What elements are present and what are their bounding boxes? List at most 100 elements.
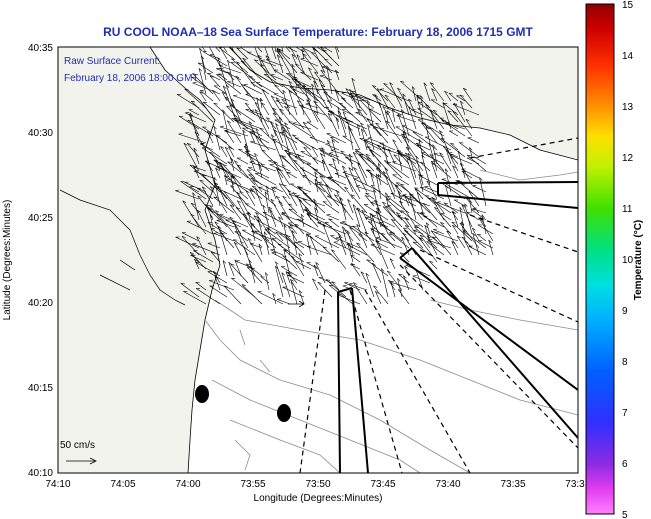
current-vector-head — [213, 232, 218, 234]
current-vector — [419, 174, 438, 186]
current-vector-head — [414, 187, 419, 189]
current-vector — [302, 175, 326, 193]
current-vector-head — [190, 214, 195, 217]
current-vector-head — [340, 150, 345, 153]
current-vector — [236, 157, 249, 165]
current-vector — [290, 255, 305, 277]
current-vector — [424, 186, 438, 193]
current-vector — [432, 236, 445, 249]
current-vector-head — [375, 210, 380, 215]
current-vector-head — [257, 54, 262, 58]
current-vector-head — [344, 186, 349, 190]
current-vector-head — [189, 164, 194, 167]
current-vector — [292, 134, 312, 151]
current-vector-head — [206, 205, 210, 209]
current-vector — [276, 299, 291, 305]
current-vector — [407, 153, 417, 179]
current-vector — [422, 202, 438, 221]
current-vector-head — [279, 155, 284, 157]
current-vector — [423, 82, 431, 102]
current-vector — [291, 230, 298, 256]
radar-beams — [337, 181, 578, 473]
colorbar-tick-label: 11 — [622, 204, 633, 215]
current-vector-head — [345, 174, 349, 177]
current-vector — [345, 88, 354, 102]
current-vector — [430, 99, 445, 109]
current-vector — [461, 204, 473, 228]
land-mass-west — [58, 47, 221, 473]
current-vector-head — [202, 174, 207, 177]
current-vector — [190, 100, 214, 123]
current-vector — [391, 108, 396, 123]
x-axis-label: Longitude (Degrees:Minutes) — [254, 493, 383, 504]
current-vector-head — [221, 91, 226, 95]
current-vector-head — [254, 102, 259, 105]
current-vector-head — [450, 156, 455, 160]
current-vector — [281, 84, 305, 102]
current-vector-head — [222, 164, 227, 167]
current-vector-head — [249, 161, 254, 163]
current-vector-head — [335, 117, 340, 121]
current-vector-head — [272, 293, 276, 297]
scale-label: 50 cm/s — [60, 440, 95, 451]
current-vector-head — [342, 165, 346, 169]
current-vector-head — [284, 106, 289, 109]
current-vector — [195, 282, 207, 291]
current-vector — [319, 150, 333, 158]
current-vector — [288, 121, 312, 137]
current-vector — [239, 191, 249, 200]
current-vector — [464, 240, 473, 256]
current-vector-head — [386, 205, 391, 208]
current-vector — [230, 62, 256, 81]
current-vector — [451, 241, 459, 256]
current-vector-head — [379, 88, 385, 90]
current-vector — [413, 226, 438, 249]
current-vector-head — [370, 227, 375, 231]
y-tick-label: 40:30 — [28, 128, 53, 139]
current-vector-head — [312, 278, 316, 282]
current-vector — [271, 252, 291, 263]
current-vector-head — [270, 74, 275, 76]
current-vector-head — [231, 277, 236, 280]
current-vector-head — [293, 76, 298, 79]
current-vector-head — [345, 88, 350, 91]
current-vector — [279, 131, 298, 144]
current-vector-head — [461, 236, 466, 239]
current-vector — [272, 139, 291, 151]
current-vector-head — [275, 97, 280, 100]
current-vector-head — [215, 167, 219, 171]
current-vector-head — [421, 154, 425, 159]
current-vector-head — [292, 192, 297, 195]
current-vector — [478, 218, 494, 242]
current-vector — [425, 195, 452, 214]
current-vector — [445, 122, 466, 130]
current-vector-head — [227, 120, 231, 124]
current-vector — [279, 233, 291, 242]
current-vector — [312, 278, 319, 291]
current-vector — [313, 80, 319, 95]
current-vector — [259, 128, 277, 144]
current-vector — [210, 228, 221, 235]
current-vector — [268, 160, 291, 172]
current-vector-head — [213, 270, 217, 274]
current-vector-head — [327, 112, 332, 116]
colorbar-tick-label: 13 — [622, 102, 634, 113]
current-vector-head — [200, 90, 205, 92]
current-vector — [288, 90, 298, 116]
current-vector-head — [405, 146, 410, 150]
current-vector-head — [384, 160, 389, 162]
current-vector-head — [448, 92, 453, 95]
current-vector-head — [479, 177, 483, 181]
current-vector-head — [408, 98, 412, 102]
current-vector-head — [402, 136, 406, 139]
current-vector — [292, 89, 305, 95]
current-vector — [456, 95, 466, 102]
current-vector — [250, 82, 270, 95]
current-vector — [228, 47, 242, 60]
current-vector — [374, 94, 382, 109]
current-vector — [420, 212, 438, 228]
current-vector-head — [472, 207, 477, 209]
current-vector-head — [461, 221, 465, 225]
current-vector — [312, 48, 326, 74]
current-vector-head — [406, 157, 410, 161]
